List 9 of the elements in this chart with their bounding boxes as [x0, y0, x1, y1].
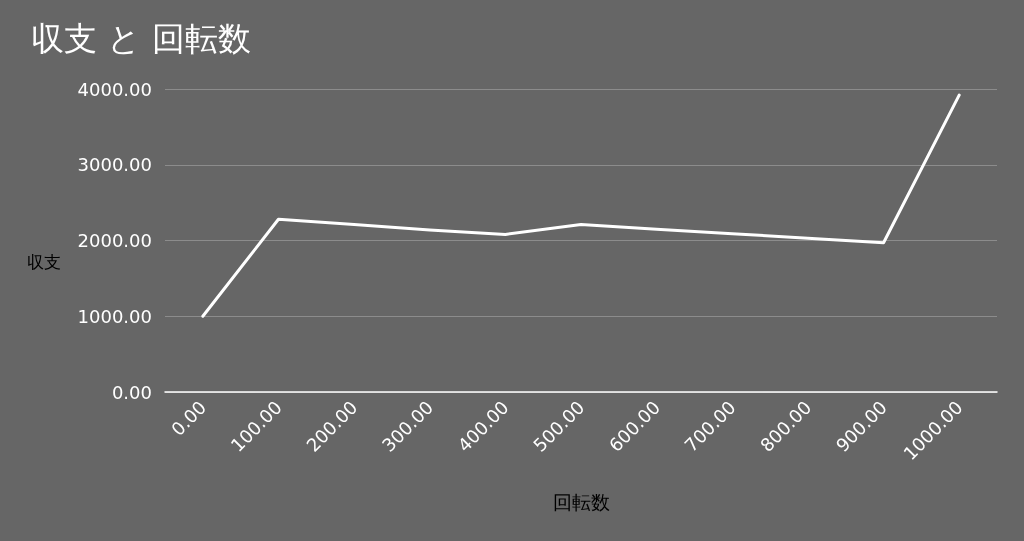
- y-tick-label: 1000.00: [77, 305, 152, 327]
- x-axis-title: 回転数: [552, 490, 610, 513]
- y-tick-label: 4000.00: [77, 78, 152, 100]
- y-axis-title: 収支: [27, 251, 61, 272]
- chart-title: 収支 と 回転数: [31, 19, 251, 58]
- y-tick-label: 0.00: [111, 381, 152, 403]
- y-tick-label: 2000.00: [77, 230, 152, 251]
- y-tick-label: 3000.00: [77, 154, 152, 176]
- line-series: [201, 93, 961, 318]
